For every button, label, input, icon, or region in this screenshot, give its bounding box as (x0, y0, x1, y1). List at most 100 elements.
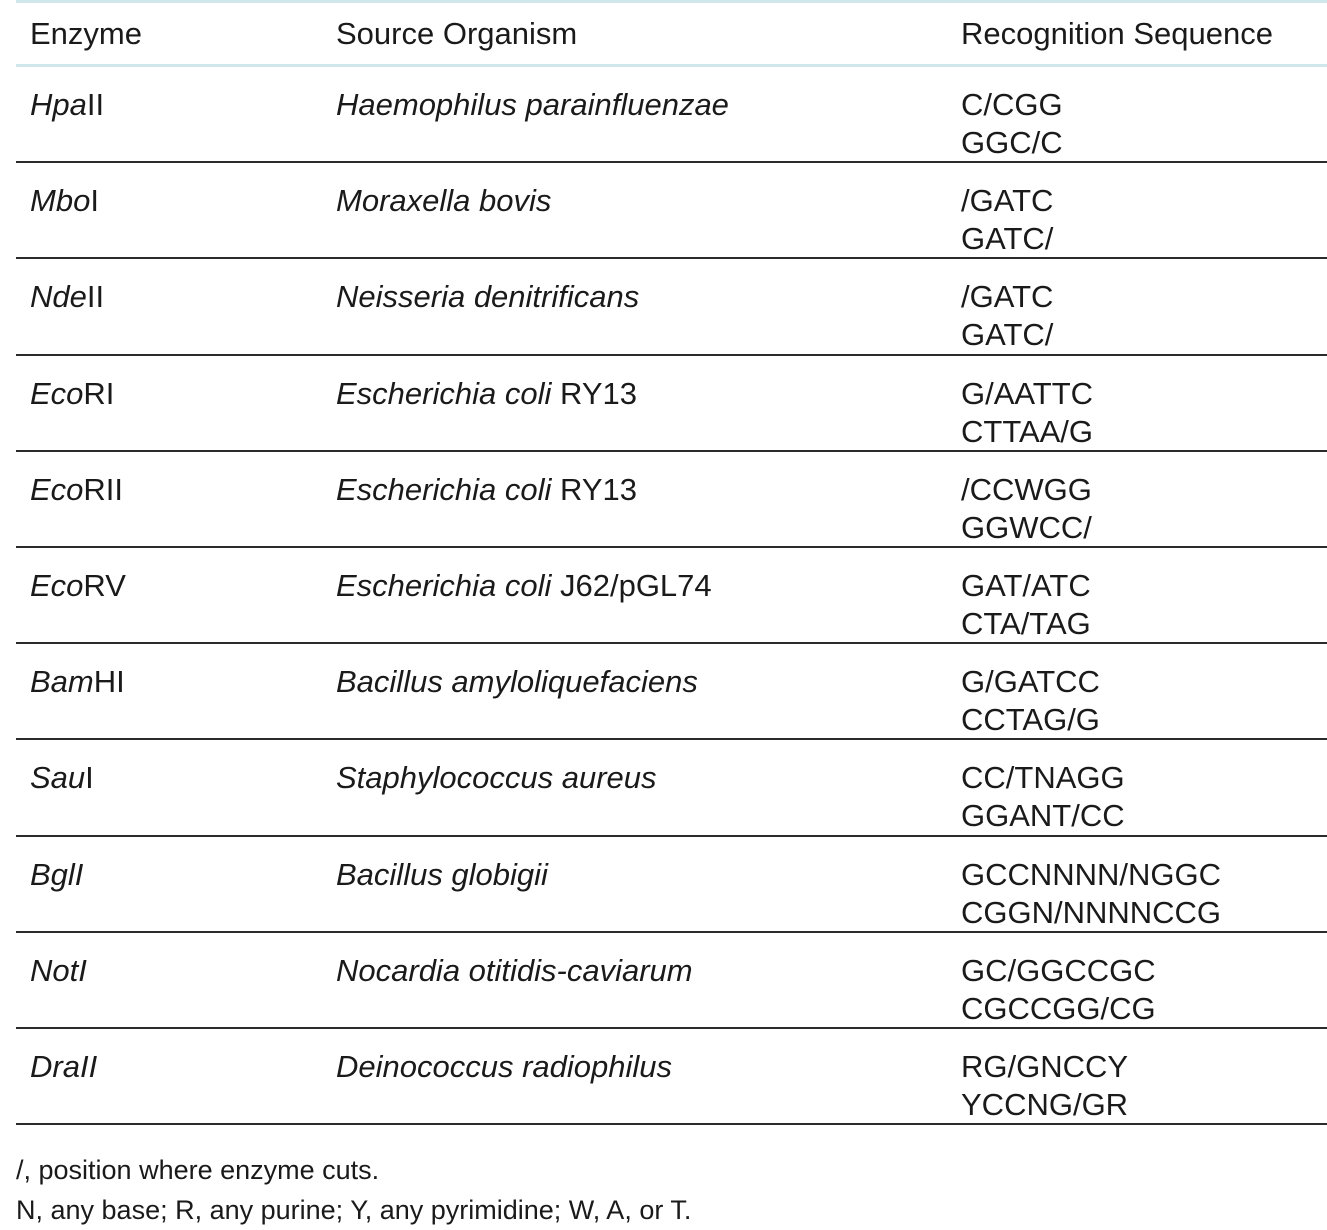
sequence-top-strand: G/GATCC (961, 664, 1100, 700)
enzyme-name-italic: NotI (30, 952, 87, 988)
enzyme-name-roman: I (90, 183, 99, 219)
enzyme-cell: MboI (16, 163, 334, 257)
sequence-top-strand: GC/GGCCGC (961, 952, 1156, 988)
organism-name: Escherichia coli (336, 375, 552, 411)
organism-name: Bacillus amyloliquefaciens (336, 664, 698, 700)
source-organism-cell: Bacillus amyloliquefaciens (334, 644, 946, 738)
sequence-bottom-strand: CCTAG/G (961, 702, 1100, 738)
enzyme-cell: HpaII (16, 67, 334, 161)
enzyme-name-italic: Bam (30, 664, 94, 700)
sequence-bottom-strand: GATC/ (961, 221, 1054, 257)
enzyme-name-italic: DraII (30, 1048, 98, 1084)
table-row: EcoRII Escherichia coli RY13/CCWGG GGWCC/ (16, 452, 1327, 548)
sequence-top-strand: C/CGG (961, 87, 1063, 122)
header-recognition-sequence: Recognition Sequence (961, 15, 1273, 51)
enzyme-name-roman: II (86, 279, 105, 315)
enzyme-cell: DraII (16, 1029, 334, 1123)
enzyme-name-roman: RI (83, 375, 115, 411)
organism-name: Nocardia otitidis-caviarum (336, 952, 693, 988)
enzyme-name-italic: BglI (30, 856, 84, 892)
sequence-bottom-strand: CGCCGG/CG (961, 990, 1156, 1026)
enzyme-cell: SauI (16, 740, 334, 834)
sequence-bottom-strand: CTA/TAG (961, 605, 1091, 641)
enzyme-cell: EcoRV (16, 548, 334, 642)
enzyme-cell: EcoRI (16, 356, 334, 450)
enzyme-name-roman: HI (93, 664, 125, 700)
organism-name: Escherichia coli (336, 567, 552, 603)
enzyme-cell: NdeII (16, 259, 334, 353)
organism-strain: J62/pGL74 (551, 567, 712, 603)
header-source-organism: Source Organism (336, 15, 578, 51)
sequence-top-strand: RG/GNCCY (961, 1048, 1129, 1084)
recognition-sequence-cell: /GATC GATC/ (946, 163, 1327, 257)
sequence-bottom-strand: GATC/ (961, 317, 1054, 353)
recognition-sequence-cell: GC/GGCCGC CGCCGG/CG (946, 933, 1327, 1027)
enzyme-name-italic: Eco (30, 471, 84, 507)
sequence-top-strand: /CCWGG (961, 471, 1092, 507)
sequence-top-strand: CC/TNAGG (961, 760, 1125, 796)
source-organism-cell: Moraxella bovis (334, 163, 946, 257)
source-organism-cell: Staphylococcus aureus (334, 740, 946, 834)
sequence-top-strand: GCCNNNN/NGGC (961, 856, 1222, 892)
recognition-sequence-cell: /GATC GATC/ (946, 259, 1327, 353)
table-row: BglI Bacillus globigii GCCNNNN/NGGC CGGN/NN… (16, 837, 1327, 933)
table-row: SauI Staphylococcus aureus CC/TNAGG GGANT/C… (16, 740, 1327, 837)
table-row: NotI Nocardia otitidis-caviarum GC/GGCCGC C… (16, 933, 1327, 1029)
enzyme-table: Enzyme Source Organism Recognition Seque… (16, 0, 1327, 1126)
enzyme-name-roman: II (86, 87, 105, 122)
source-organism-cell: Haemophilus parainfluenzae (334, 67, 946, 161)
top-rule (16, 0, 1327, 3)
sequence-top-strand: G/AATTC (961, 375, 1094, 411)
recognition-sequence-cell: G/GATCC CCTAG/G (946, 644, 1327, 738)
enzyme-cell: BglI (16, 837, 334, 931)
sequence-bottom-strand: CGGN/NNNNCCG (961, 894, 1222, 930)
footnote-base-codes: N, any base; R, any purine; Y, any pyrim… (16, 1195, 692, 1225)
enzyme-name-italic: Eco (30, 375, 84, 411)
sequence-bottom-strand: GGWCC/ (961, 509, 1092, 545)
table-header: Enzyme Source Organism Recognition Seque… (16, 3, 1327, 67)
table-row: DraII Deinococcus radiophilus RG/GNCCY YCCN… (16, 1029, 1327, 1126)
organism-name: Escherichia coli (336, 471, 552, 507)
recognition-sequence-cell: /CCWGG GGWCC/ (946, 452, 1327, 546)
table-row: HpaII Haemophilus parainfluenzae C/CGG GGC/… (16, 67, 1327, 164)
organism-name: Moraxella bovis (336, 183, 552, 219)
enzyme-cell: NotI (16, 933, 334, 1027)
enzyme-name-italic: Eco (30, 567, 84, 603)
organism-name: Bacillus globigii (336, 856, 548, 892)
organism-strain: RY13 (551, 375, 637, 411)
organism-name: Neisseria denitrificans (336, 279, 640, 315)
enzyme-name-italic: Sau (30, 760, 86, 796)
enzyme-name-italic: Nde (30, 279, 87, 315)
footnote-cut-position: /, position where enzyme cuts. (16, 1155, 380, 1185)
table-body: HpaII Haemophilus parainfluenzae C/CGG GGC/… (16, 67, 1327, 1126)
table-row: EcoRV Escherichia coli J62/pGL74 GAT/ATC CT… (16, 548, 1327, 645)
sequence-bottom-strand: CTTAA/G (961, 413, 1094, 449)
enzyme-name-roman: I (85, 760, 94, 796)
organism-strain: RY13 (551, 471, 637, 507)
table-row: BamHI Bacillus amyloliquefaciens G/GATCC CC… (16, 644, 1327, 741)
recognition-sequence-cell: CC/TNAGG GGANT/CC (946, 740, 1327, 834)
sequence-top-strand: /GATC (961, 183, 1054, 219)
organism-name: Deinococcus radiophilus (336, 1048, 673, 1084)
organism-name: Staphylococcus aureus (336, 760, 657, 796)
footnotes: /, position where enzyme cuts. N, any ba… (16, 1150, 691, 1230)
enzyme-name-italic: Hpa (30, 87, 87, 122)
header-enzyme: Enzyme (30, 15, 142, 51)
enzyme-cell: BamHI (16, 644, 334, 738)
sequence-bottom-strand: GGC/C (961, 125, 1063, 160)
recognition-sequence-cell: GCCNNNN/NGGC CGGN/NNNNCCG (946, 837, 1327, 931)
sequence-top-strand: /GATC (961, 279, 1054, 315)
sequence-bottom-strand: YCCNG/GR (961, 1086, 1129, 1122)
source-organism-cell: Escherichia coli RY13 (334, 356, 946, 450)
table-row: MboI Moraxella bovis/GATC GATC/ (16, 163, 1327, 260)
enzyme-name-roman: RII (83, 471, 124, 507)
source-organism-cell: Deinococcus radiophilus (334, 1029, 946, 1123)
source-organism-cell: Bacillus globigii (334, 837, 946, 931)
source-organism-cell: Neisseria denitrificans (334, 259, 946, 353)
recognition-sequence-cell: RG/GNCCY YCCNG/GR (946, 1029, 1327, 1123)
source-organism-cell: Nocardia otitidis-caviarum (334, 933, 946, 1027)
organism-name: Haemophilus parainfluenzae (336, 87, 729, 122)
table-row: EcoRI Escherichia coli RY13 G/AATTC CTTAA/G (16, 356, 1327, 452)
recognition-sequence-cell: C/CGG GGC/C (946, 67, 1327, 161)
enzyme-cell: EcoRII (16, 452, 334, 546)
